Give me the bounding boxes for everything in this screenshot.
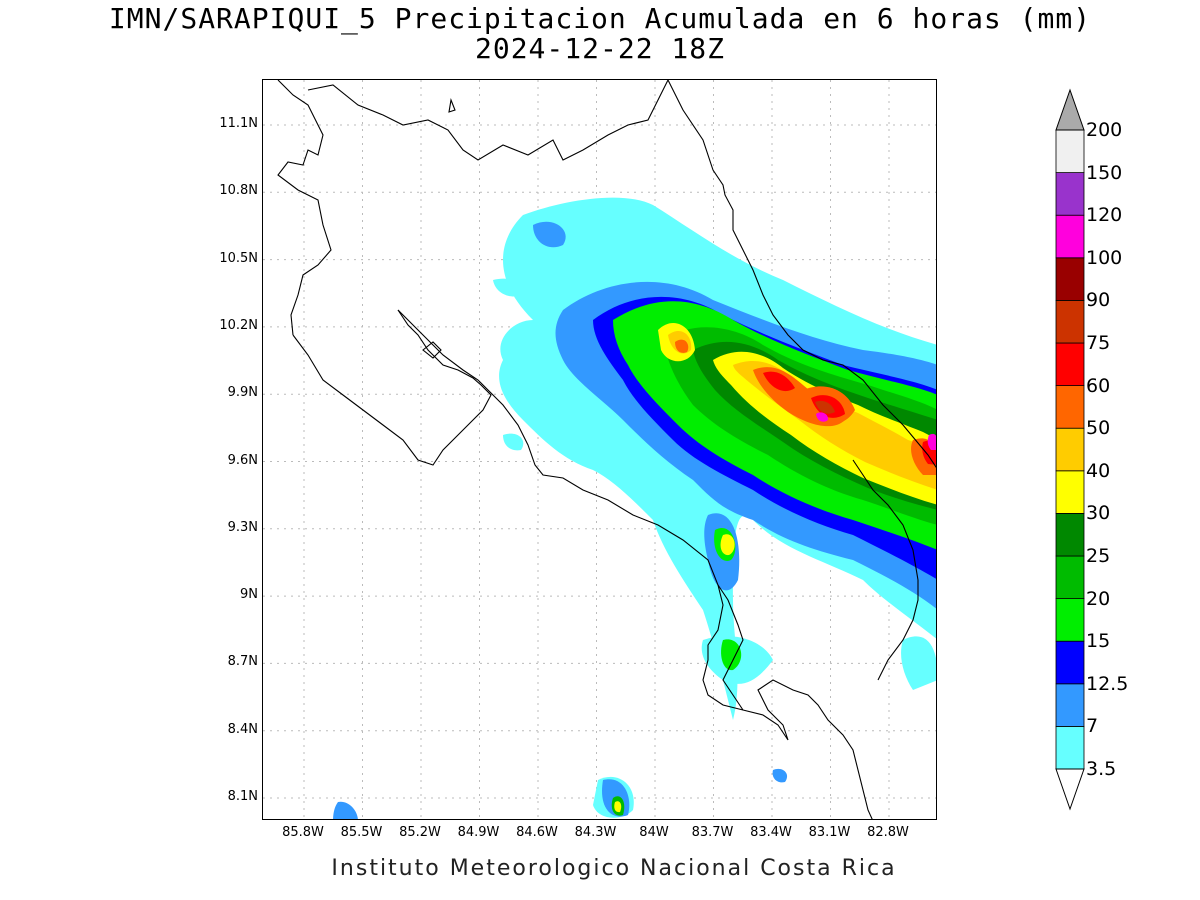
precip-3p5-w [503,433,524,451]
colorbar-top-triangle [1055,88,1085,131]
nicoya-coast [292,309,492,466]
lat-tick-label: 8.1N [227,789,258,804]
nicaragua-border [277,80,332,336]
lon-tick-label: 83.4W [750,825,792,840]
colorbar-swatch [1055,172,1085,216]
colorbar-swatch [1055,683,1085,727]
lat-tick-label: 9.6N [227,452,258,468]
lat-tick-label: 8.7N [227,654,258,670]
lat-tick-label: 9.3N [227,519,258,535]
lon-tick-label: 83.7W [691,825,734,840]
precipitation-map [262,79,937,820]
colorbar-swatch [1055,470,1085,514]
precip-cell-w2 [333,801,358,819]
lat-tick-label: 8.4N [227,721,258,737]
colorbar-label: 60 [1086,374,1111,397]
colorbar-label: 150 [1086,161,1123,184]
osa-peninsula [717,584,744,711]
lon-tick-label: 85.8W [282,825,324,840]
coastline [277,80,936,819]
colorbar-swatch [1055,598,1085,642]
north-island [448,97,456,113]
precip-30-s [720,534,735,556]
lon-tick-label: 85.2W [399,825,441,840]
lon-tick-label: 82.8W [867,825,909,840]
lon-tick-label: 84.6W [516,825,558,840]
map-title: IMN/SARAPIQUI_5 Precipitacion Acumulada … [108,2,1092,35]
colorbar-label: 7 [1086,715,1099,738]
colorbar-swatch [1055,299,1085,344]
lon-tick-label: 83.1W [808,825,851,840]
colorbar-swatch [1055,640,1085,685]
precip-60 [763,371,795,392]
lon-tick-label: 84.3W [574,825,617,840]
colorbar-label: 30 [1086,502,1111,525]
map-grid [263,80,936,819]
precip-75 [815,400,835,414]
colorbar [1055,88,1085,811]
west-lake [422,341,442,359]
precip-15-s2 [721,639,742,671]
lat-tick-label: 9N [240,587,258,603]
colorbar-blocks [1055,129,1085,770]
colorbar-label: 3.5 [1086,758,1117,780]
colorbar-swatch [1055,555,1085,599]
colorbar-swatch [1055,342,1085,386]
colorbar-swatch [1055,427,1085,472]
precip-3p5-n2 [493,278,524,297]
colorbar-label: 20 [1086,587,1111,610]
colorbar-label: 90 [1086,289,1111,312]
colorbar-label: 25 [1086,545,1111,567]
lat-tick-label: 9.9N [227,385,258,401]
precip-7-n [533,221,566,248]
map-canvas [263,80,936,819]
panama-border [852,459,919,681]
precip-cell-sw2 [614,801,622,813]
colorbar-swatch [1055,512,1085,557]
lon-tick-label: 84W [639,825,669,840]
north-border [307,80,669,161]
lon-tick-label: 84.9W [457,825,500,840]
lat-tick-label: 10.2N [219,317,258,333]
colorbar-label: 120 [1086,204,1123,227]
colorbar-swatch [1055,129,1085,173]
colorbar-swatch [1055,214,1085,259]
precip-50-w [675,339,689,353]
precip-3p5-se [901,636,936,690]
footer-credit: Instituto Meteorologico Nacional Costa R… [331,856,897,881]
precip-cell-se1 [772,768,788,783]
colorbar-label: 75 [1086,332,1111,354]
colorbar-label: 12.5 [1086,672,1129,695]
lon-tick-label: 85.5W [340,825,383,840]
colorbar-label: 15 [1086,630,1111,653]
lat-tick-label: 11.1N [219,116,258,131]
precipitation-field [333,197,936,819]
colorbar-swatch [1055,257,1085,301]
colorbar-label: 100 [1086,246,1123,269]
caribbean-coast [667,80,936,468]
colorbar-label: 200 [1086,119,1123,141]
colorbar-bottom-triangle [1055,768,1085,811]
precip-100 [816,412,829,422]
colorbar-swatch [1055,726,1085,770]
colorbar-label: 40 [1086,459,1111,482]
map-subtitle-datetime: 2024-12-22 18Z [474,32,725,65]
precip-100-e [927,433,936,450]
lat-tick-label: 10.5N [219,250,258,266]
colorbar-label: 50 [1086,417,1111,440]
colorbar-swatch [1055,385,1085,429]
gulf-of-nicoya [397,309,873,819]
lat-tick-label: 10.8N [219,183,258,199]
